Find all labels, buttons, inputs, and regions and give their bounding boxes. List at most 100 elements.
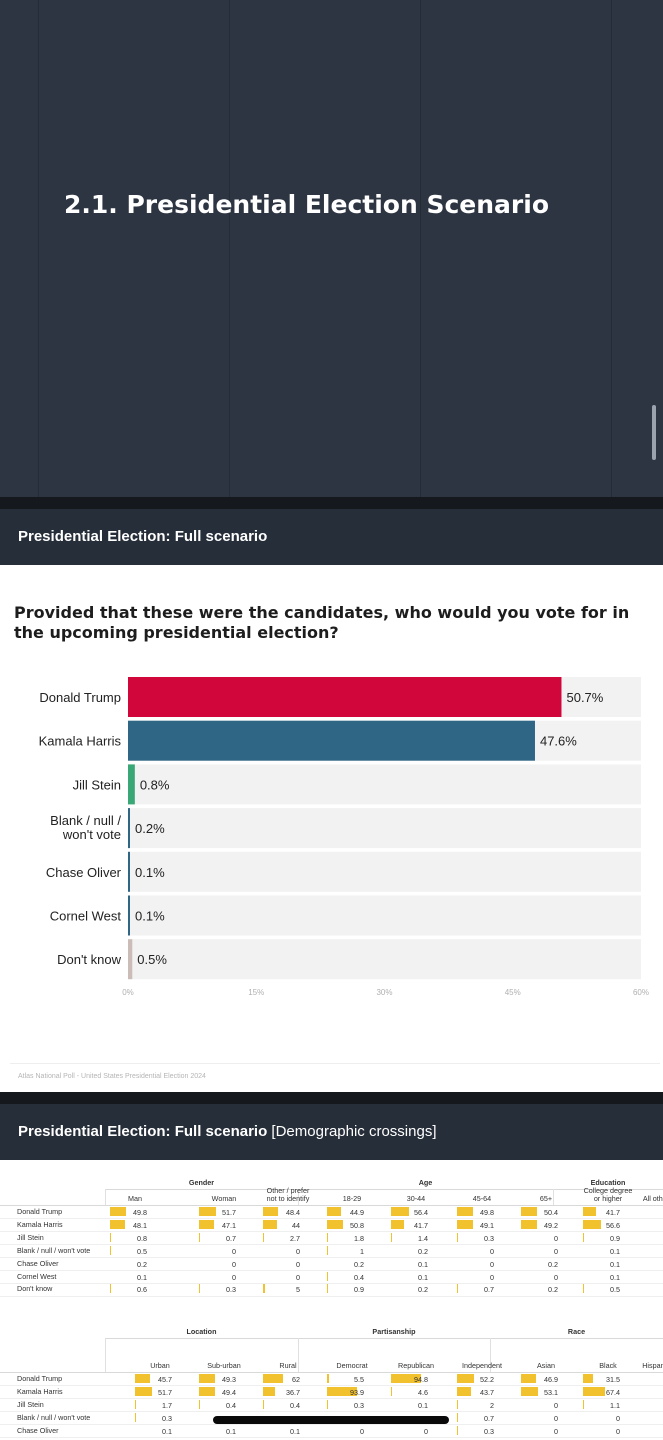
cell-value: 0 [554,1426,558,1436]
cell-value: 0.2 [548,1285,558,1295]
slide-title: 2.1. Presidential Election Scenario [64,190,549,219]
column-header: Republican [398,1361,434,1370]
cell-value: 0.1 [137,1272,147,1282]
row-divider [0,1295,663,1297]
section-subtitle: [Demographic crossings] [271,1123,437,1140]
section-header: Presidential Election: Full scenario [0,509,663,565]
scrollbar-thumb[interactable] [652,405,656,460]
video-scrubber[interactable] [213,1416,449,1424]
column-header: College degree or higher [583,1186,633,1203]
bar-chart: Donald Trump 50.7% Kamala Harris 47.6% Jill … [39,677,649,997]
divider [490,1338,491,1373]
cell-value: 1.4 [418,1233,428,1243]
source-note: Atlas National Poll - United States Pres… [18,1073,206,1080]
cell-value: 0.3 [226,1285,236,1295]
cell-value: 0 [554,1246,558,1256]
cell-value: 0.1 [610,1246,620,1256]
column-header: 65+ [539,1194,553,1203]
slide-divider [229,0,230,497]
value-bar [327,1207,342,1216]
column-header: Asian [537,1361,555,1370]
divider [105,1338,663,1339]
cell-value: 43.7 [480,1387,494,1397]
slide-divider [38,0,39,497]
cell-value: 49.8 [480,1208,494,1217]
value-bar [457,1386,471,1396]
cell-value: 1.7 [162,1400,172,1410]
group-header: Education [590,1178,626,1187]
value-label: 47.6% [540,734,577,749]
cell-value: 0.9 [610,1233,620,1243]
column-header: Independent [462,1361,502,1370]
value-bar [263,1374,283,1383]
value-bar [583,1219,602,1229]
cell-value: 0.2 [137,1259,147,1269]
value-bar [199,1207,216,1216]
cell-value: 0 [424,1426,428,1436]
value-bar [457,1374,474,1383]
value-bar [263,1232,264,1242]
column-header: Urban [150,1361,170,1370]
divider [0,1372,663,1373]
value-bar [391,1386,393,1396]
row-label: Cornel West [17,1271,57,1281]
value-bar [521,1386,538,1396]
value-bar [263,1207,279,1216]
value-bar [263,1219,278,1229]
bar [128,677,562,717]
row-label: Donald Trump [17,1374,63,1383]
bar [128,895,130,936]
cell-value: 0 [360,1426,364,1436]
group-header: Race [567,1327,586,1336]
cell-value: 46.9 [544,1375,558,1384]
cell-value: 0.1 [418,1259,428,1269]
category-label: Blank / null / won't vote [50,813,121,842]
cell-value: 0.4 [290,1400,300,1410]
row-label: Kamala Harris [17,1219,63,1229]
divider [298,1338,299,1373]
question-text: Provided that these were the candidates,… [14,603,630,642]
value-bar [521,1207,538,1216]
cell-value: 0.4 [354,1272,364,1282]
cell-value: 49.3 [222,1375,236,1384]
cell-value: 62 [292,1375,300,1384]
value-label: 50.7% [566,690,603,705]
cell-value: 0.2 [548,1259,558,1269]
cell-value: 94.8 [414,1375,428,1384]
divider [298,1189,299,1206]
value-bar [110,1219,126,1229]
cell-value: 52.2 [480,1375,494,1384]
bar [128,808,130,849]
cell-value: 49.8 [133,1208,147,1217]
cell-value: 0 [490,1246,494,1256]
column-header: Democrat [336,1361,368,1370]
value-bar [327,1374,329,1383]
row-label: Chase Oliver [17,1258,59,1268]
row-divider [0,1270,663,1271]
column-header: Sub-urban [207,1361,241,1370]
cell-value: 0.5 [610,1285,620,1295]
title-slide: 2.1. Presidential Election Scenario [0,0,663,497]
value-bar [135,1374,150,1383]
column-header: Hispanic [642,1361,663,1370]
value-bar [199,1386,215,1396]
cell-value: 0.3 [354,1400,364,1410]
cell-value: 0.2 [418,1285,428,1295]
cell-value: 49.1 [480,1220,494,1230]
value-bar [135,1399,136,1409]
cell-value: 49.4 [222,1387,236,1397]
separator [0,1092,663,1104]
column-header: 30-44 [406,1194,426,1203]
cell-value: 0 [554,1272,558,1282]
section-title: Presidential Election: Full scenario [18,528,268,545]
bar-track [128,895,641,936]
row-label: Jill Stein [17,1399,44,1409]
value-bar [457,1219,473,1229]
cell-value: 50.4 [544,1208,558,1217]
category-label: Chase Oliver [46,865,122,880]
cell-value: 53.1 [544,1387,558,1397]
value-bar [457,1207,473,1216]
row-label: Donald Trump [17,1207,63,1216]
cell-value: 36.7 [286,1387,300,1397]
value-bar [583,1386,605,1396]
